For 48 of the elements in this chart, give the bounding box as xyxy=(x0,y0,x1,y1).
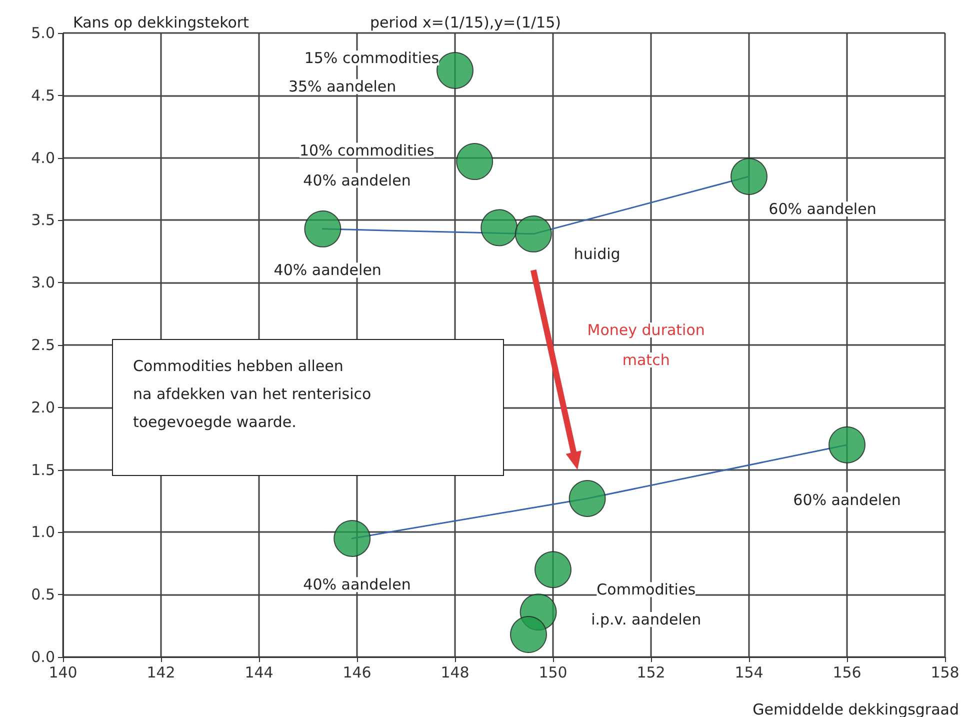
annotation: 40% aandelen xyxy=(303,171,411,190)
point xyxy=(456,143,494,180)
point xyxy=(730,158,768,196)
y-tick-label: 4.5 xyxy=(31,86,55,104)
x-tick-label: 142 xyxy=(146,664,176,682)
text-box: Commodities hebben alleen na afdekken van het renterisico toegevoegde waarde. xyxy=(112,338,504,476)
x-tick-label: 150 xyxy=(538,664,568,682)
annotation: 10% commodities xyxy=(299,141,434,160)
x-tick-label: 152 xyxy=(636,664,666,682)
y-tick-label: 2.0 xyxy=(31,398,55,416)
y-tick-label: 1.5 xyxy=(31,460,55,479)
point xyxy=(436,52,474,89)
point xyxy=(304,210,342,248)
annotation: 60% aandelen xyxy=(768,200,876,218)
annotation: match xyxy=(622,350,670,369)
point xyxy=(510,616,547,654)
x-tick-label: 156 xyxy=(832,664,862,682)
y-tick-label: 0.5 xyxy=(31,586,55,604)
y-tick-label: 3.0 xyxy=(31,274,55,292)
point xyxy=(568,480,606,517)
y-tick-label: 5.0 xyxy=(31,24,55,42)
annotation: 40% aandelen xyxy=(303,576,411,594)
x-tick-label: 140 xyxy=(48,664,78,682)
point xyxy=(828,426,866,464)
x-tick-label: 144 xyxy=(244,664,274,682)
x-tick-label: 148 xyxy=(440,664,470,682)
y-tick-label: 3.5 xyxy=(31,211,55,230)
annotation: 35% aandelen xyxy=(288,78,396,96)
y-tick-label: 0.0 xyxy=(31,648,55,666)
annotation: Money duration xyxy=(587,321,705,340)
y-tick-label: 4.0 xyxy=(31,148,55,167)
x-tick-label: 146 xyxy=(342,664,372,682)
point xyxy=(480,209,518,246)
annotation: i.p.v. aandelen xyxy=(591,610,702,629)
point xyxy=(534,551,572,588)
annotation: 40% aandelen xyxy=(274,261,382,280)
y-tick-label: 2.5 xyxy=(31,336,55,354)
y-axis-title: Kans op dekkingstekort xyxy=(73,14,250,32)
point xyxy=(334,520,371,557)
x-tick-label: 154 xyxy=(734,664,764,682)
annotation: 60% aandelen xyxy=(793,490,901,509)
x-tick-label: 158 xyxy=(930,664,960,682)
annotation: 15% commodities xyxy=(304,48,440,67)
chart-title: period x=(1/15),y=(1/15) xyxy=(370,14,561,32)
point xyxy=(514,215,552,252)
y-tick-label: 1.0 xyxy=(31,523,55,542)
annotation: Commodities xyxy=(596,580,696,599)
annotation: huidig xyxy=(574,244,620,263)
